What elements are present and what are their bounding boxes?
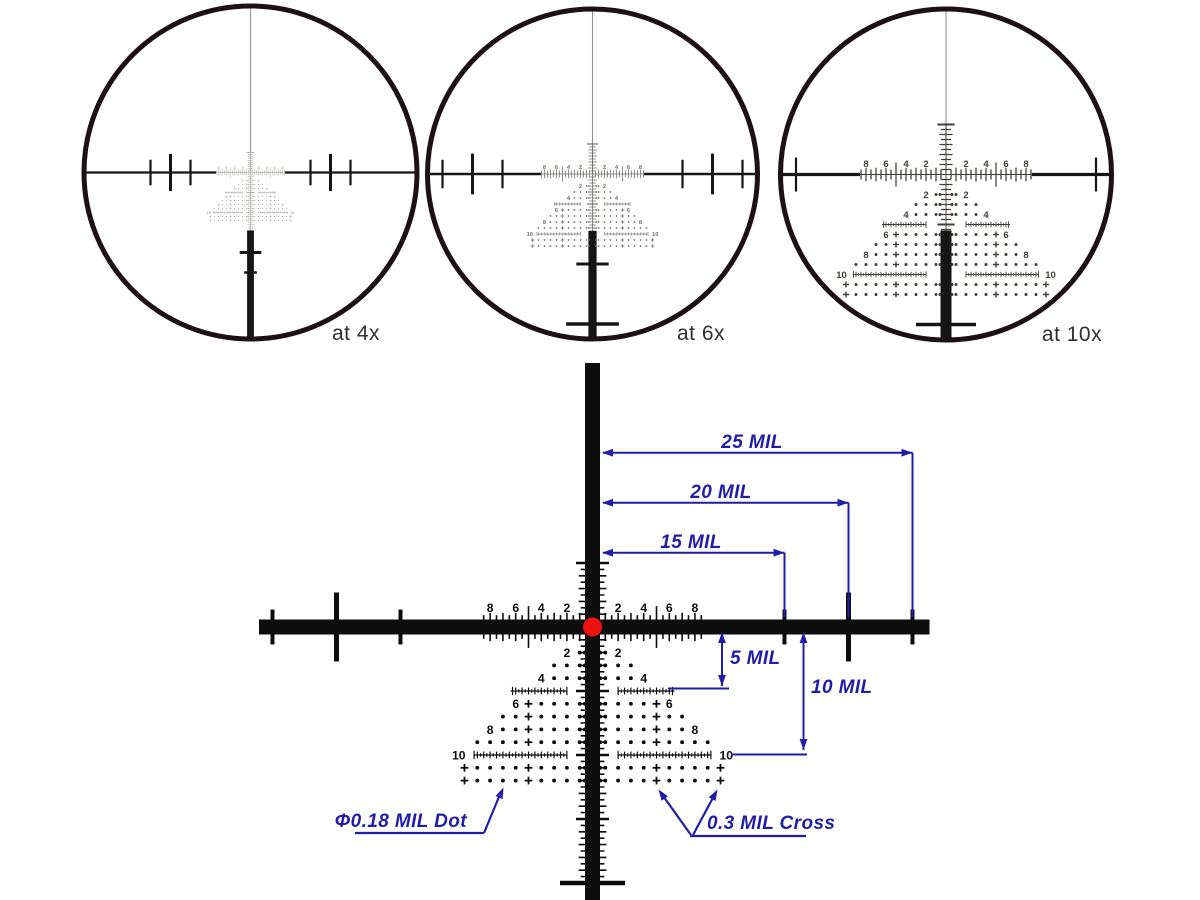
scope-view-4x: 2 2 4 4 6 6 8 8 2 2 4 4 6 6 8 8 10 10 (81, 3, 420, 342)
svg-text:2: 2 (241, 166, 243, 170)
svg-text:4: 4 (640, 672, 647, 686)
svg-text:6: 6 (512, 697, 519, 711)
magnification-label-10x: at 10x (1041, 323, 1103, 346)
svg-text:4: 4 (903, 210, 909, 221)
svg-text:6: 6 (666, 601, 673, 615)
svg-text:8: 8 (217, 203, 219, 207)
svg-text:6: 6 (1003, 230, 1008, 241)
svg-text:8: 8 (1023, 250, 1028, 261)
dimension-label-5mil: 5 MIL (730, 648, 781, 669)
svg-text:2: 2 (963, 159, 968, 170)
dimension-label-20mil: 20 MIL (690, 482, 752, 503)
svg-text:4: 4 (983, 210, 989, 221)
svg-text:2: 2 (579, 165, 582, 171)
svg-text:2: 2 (257, 179, 259, 183)
svg-text:8: 8 (217, 166, 219, 170)
svg-text:2: 2 (564, 646, 571, 660)
svg-text:8: 8 (863, 159, 868, 170)
svg-text:8: 8 (487, 723, 494, 737)
center-aiming-dot (583, 617, 602, 637)
svg-text:6: 6 (883, 159, 888, 170)
svg-text:6: 6 (512, 601, 519, 615)
svg-text:6: 6 (273, 195, 275, 199)
svg-text:6: 6 (225, 195, 227, 199)
dimension-label-15mil: 15 MIL (660, 532, 722, 553)
svg-text:8: 8 (281, 166, 283, 170)
svg-text:2: 2 (923, 159, 928, 170)
svg-text:8: 8 (543, 220, 546, 226)
svg-text:8: 8 (487, 601, 494, 615)
svg-text:8: 8 (543, 165, 546, 171)
svg-text:8: 8 (639, 165, 642, 171)
svg-text:6: 6 (627, 208, 630, 214)
annotation-dot-size: Φ0.18 MIL Dot (334, 811, 467, 832)
svg-text:10: 10 (719, 748, 733, 762)
svg-text:8: 8 (692, 723, 699, 737)
svg-text:2: 2 (615, 646, 622, 660)
svg-text:4: 4 (903, 159, 909, 170)
svg-text:8: 8 (639, 220, 642, 226)
svg-text:4: 4 (538, 672, 545, 686)
svg-text:10: 10 (290, 211, 294, 215)
svg-text:8: 8 (281, 203, 283, 207)
svg-text:4: 4 (567, 165, 571, 171)
scope-view-interior: 2 2 4 4 6 6 8 8 2 2 4 4 6 6 8 8 10 10 (86, 8, 415, 337)
svg-text:10: 10 (836, 270, 847, 281)
svg-text:2: 2 (615, 601, 622, 615)
svg-text:10: 10 (527, 232, 533, 238)
dimension-label-10mil: 10 MIL (811, 677, 873, 698)
svg-text:6: 6 (225, 166, 227, 170)
scope-view-6x: 2 2 4 4 6 6 8 8 2 2 4 4 6 6 8 8 10 10 (425, 6, 760, 342)
scope-view-10x: 2 2 4 4 6 6 8 8 2 2 4 4 6 6 8 8 10 10 (778, 6, 1114, 343)
svg-text:2: 2 (603, 165, 606, 171)
magnification-label-4x: at 4x (331, 322, 381, 345)
svg-text:4: 4 (983, 159, 989, 170)
svg-text:6: 6 (883, 230, 888, 241)
svg-text:10: 10 (1045, 270, 1056, 281)
svg-text:2: 2 (564, 601, 571, 615)
svg-text:10: 10 (207, 211, 211, 215)
scope-view-interior: 2 2 4 4 6 6 8 8 2 2 4 4 6 6 8 8 10 10 (429, 11, 756, 337)
svg-text:6: 6 (555, 165, 558, 171)
svg-text:8: 8 (692, 601, 699, 615)
svg-text:4: 4 (538, 601, 545, 615)
svg-text:6: 6 (555, 208, 558, 214)
svg-text:6: 6 (273, 166, 275, 170)
scope-view-interior: 2 2 4 4 6 6 8 8 2 2 4 4 6 6 8 8 10 10 (782, 11, 1110, 338)
svg-text:2: 2 (257, 166, 259, 170)
svg-text:4: 4 (233, 166, 236, 170)
svg-text:6: 6 (666, 697, 673, 711)
dimension-annotations (355, 448, 914, 838)
svg-text:2: 2 (963, 190, 968, 201)
svg-text:8: 8 (863, 250, 868, 261)
svg-text:4: 4 (265, 187, 268, 191)
svg-text:6: 6 (1003, 159, 1008, 170)
svg-text:4: 4 (265, 166, 268, 170)
svg-text:4: 4 (615, 196, 619, 202)
svg-text:4: 4 (567, 196, 571, 202)
main-reticle-detail: 2 2 4 4 6 6 8 8 2 2 4 4 6 6 8 8 10 10 (259, 363, 930, 900)
svg-text:4: 4 (233, 187, 236, 191)
svg-text:8: 8 (1023, 159, 1028, 170)
svg-text:6: 6 (627, 165, 630, 171)
svg-text:4: 4 (640, 601, 647, 615)
svg-text:2: 2 (579, 184, 582, 190)
dimension-label-25mil: 25 MIL (721, 432, 783, 453)
svg-text:10: 10 (452, 748, 466, 762)
svg-text:10: 10 (652, 232, 658, 238)
annotation-cross-size: 0.3 MIL Cross (707, 813, 836, 834)
svg-text:2: 2 (923, 190, 928, 201)
magnification-label-6x: at 6x (676, 322, 726, 345)
svg-text:4: 4 (615, 165, 619, 171)
svg-text:2: 2 (603, 184, 606, 190)
svg-text:2: 2 (241, 179, 243, 183)
